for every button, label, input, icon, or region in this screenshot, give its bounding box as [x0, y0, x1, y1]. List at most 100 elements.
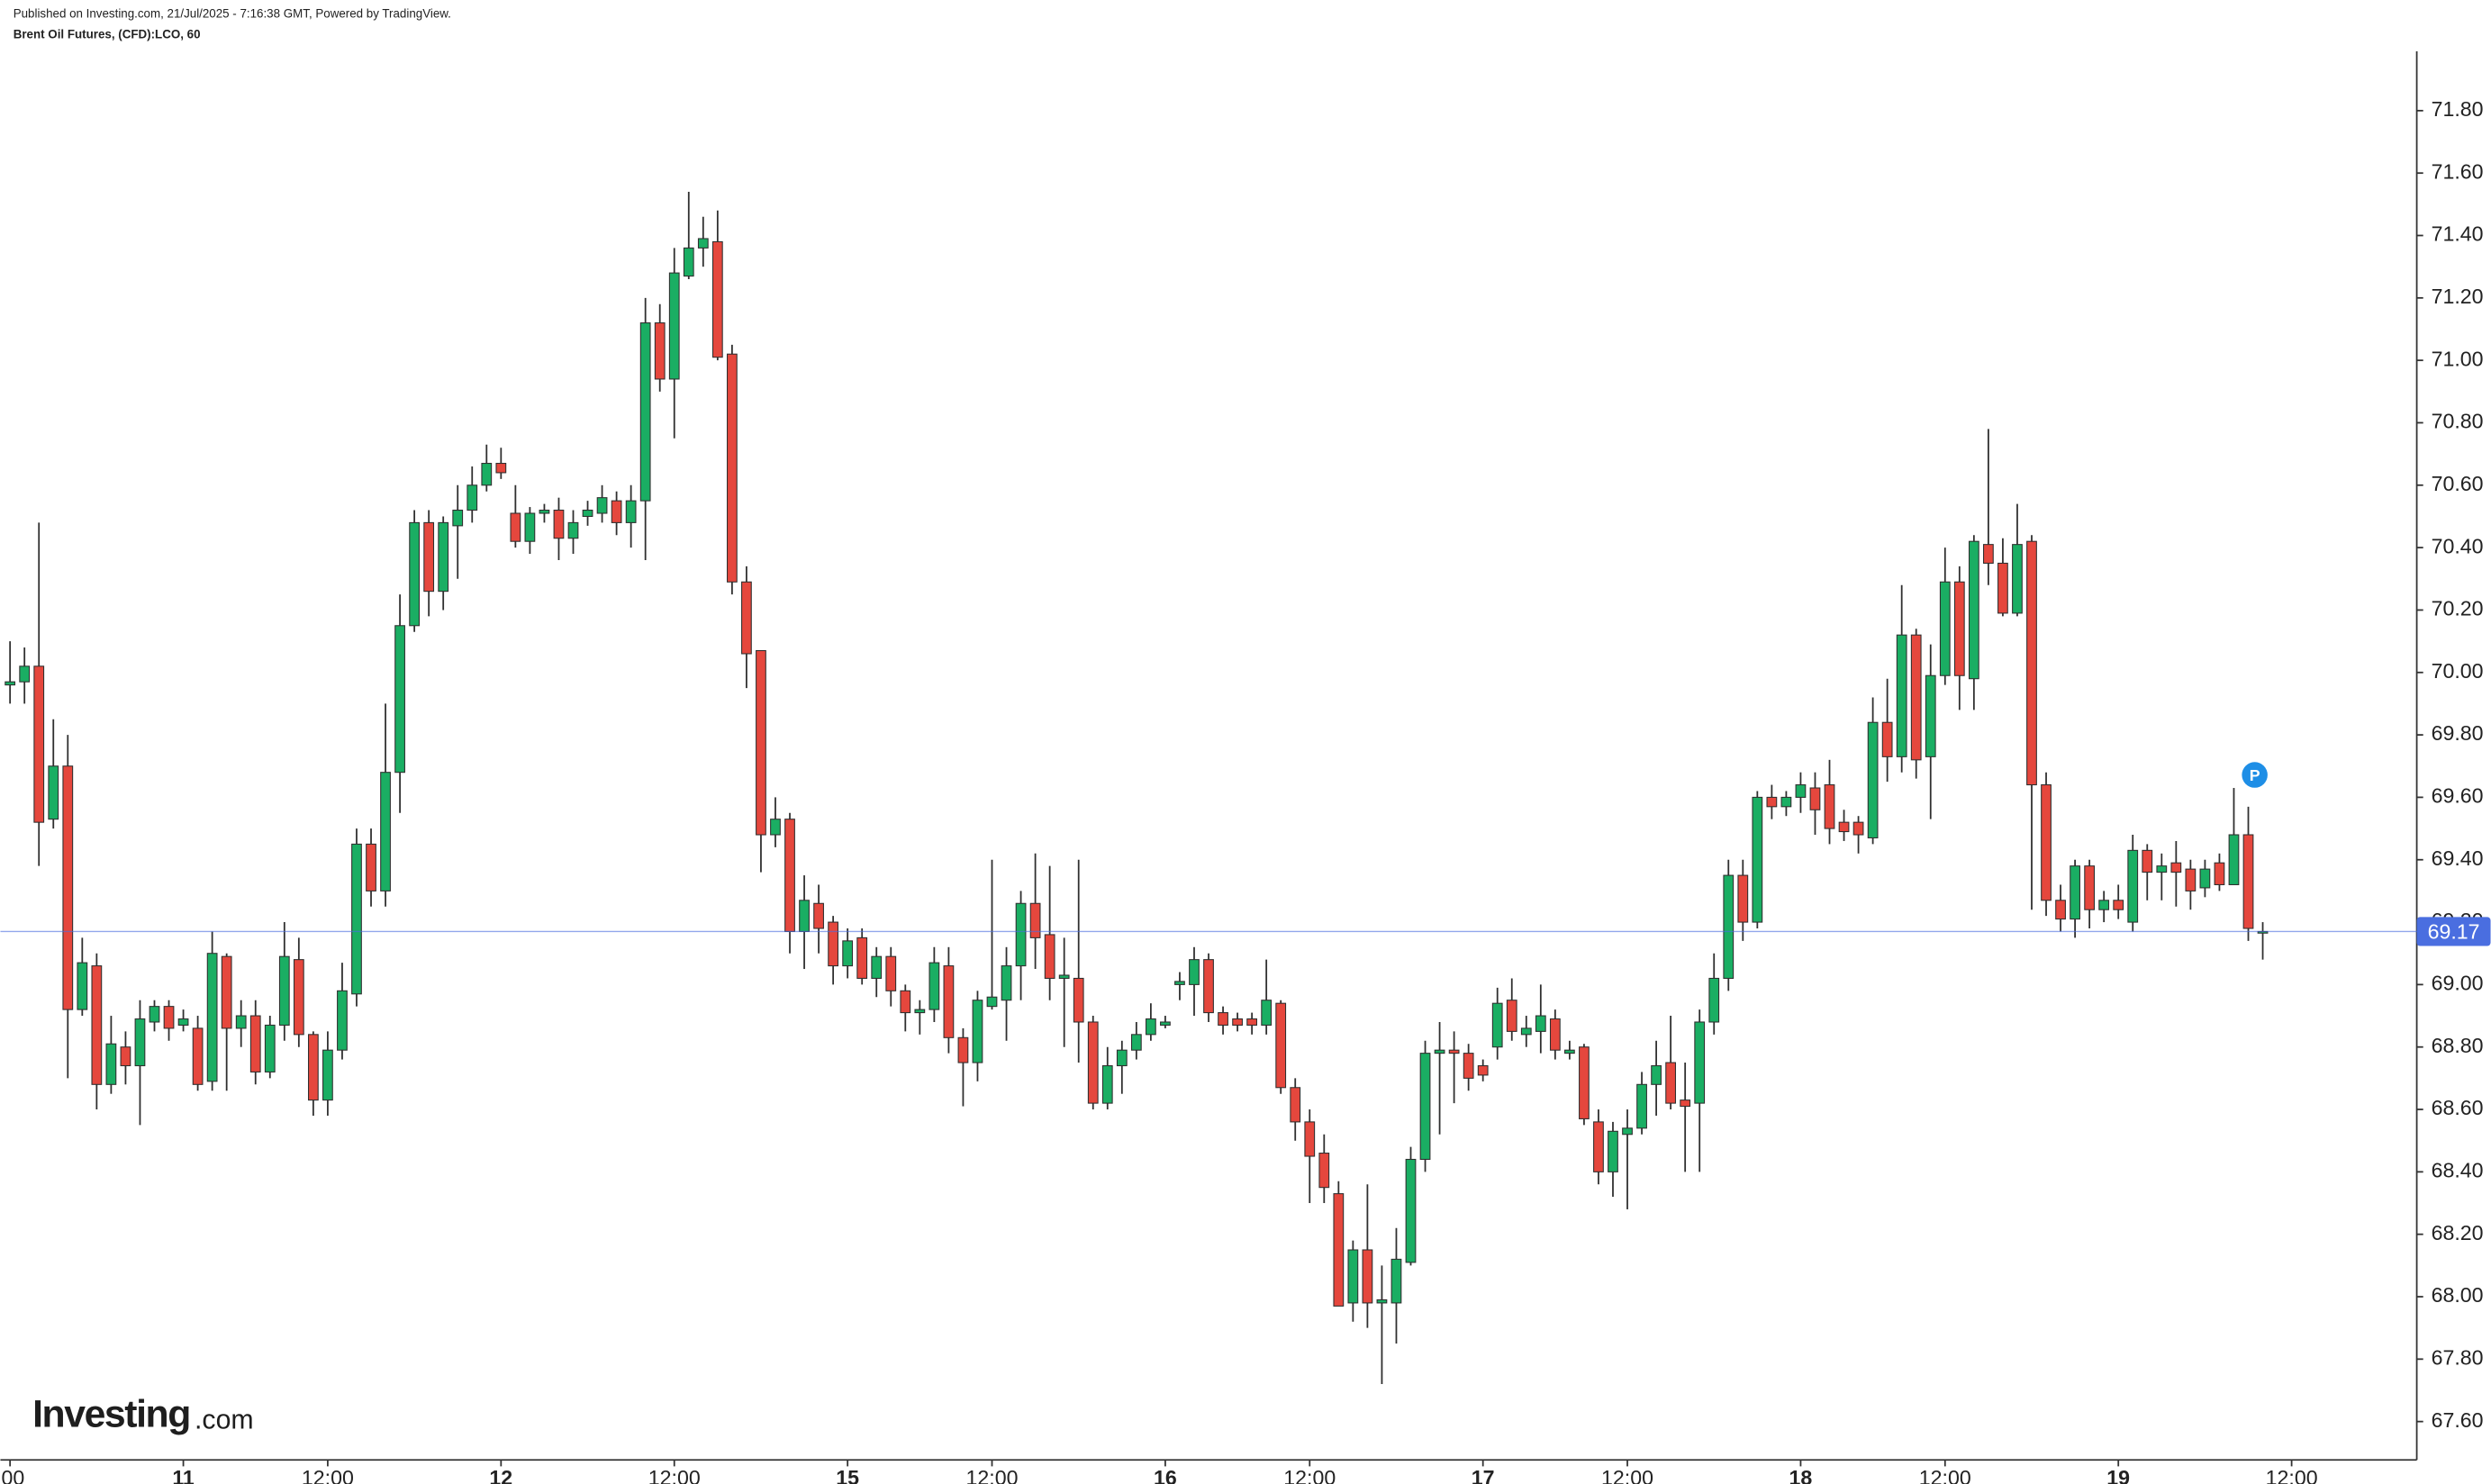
candle-body: [539, 509, 550, 514]
candle-body: [553, 509, 565, 539]
candle-body: [1939, 581, 1951, 676]
candle-body: [828, 921, 839, 967]
candle-body: [1275, 1002, 1287, 1089]
candle-body: [654, 322, 666, 380]
y-tick-label: 68.40: [2432, 1158, 2484, 1181]
candle-body: [293, 959, 304, 1036]
y-tick-label: 68.60: [2432, 1096, 2484, 1119]
candle-body: [639, 322, 651, 502]
logo-suffix: .com: [195, 1406, 254, 1435]
candle-body: [668, 272, 680, 380]
candle-body: [77, 962, 88, 1010]
candle-body: [1636, 1083, 1647, 1129]
candle-body: [2185, 868, 2197, 891]
candle-body: [1058, 974, 1070, 979]
candle-body: [1333, 1193, 1345, 1307]
candle-body: [943, 965, 955, 1038]
y-tick-label: 69.80: [2432, 721, 2484, 745]
candle-body: [2142, 849, 2153, 873]
candle-body: [1593, 1121, 1604, 1172]
candle-body: [1824, 784, 1835, 829]
candle-body: [1203, 959, 1214, 1014]
candle-body: [1780, 796, 1792, 808]
x-tick-label: 12:00: [966, 1466, 1019, 1484]
candle-body: [1867, 721, 1879, 839]
candle-body: [885, 955, 897, 991]
candle-body: [1491, 1002, 1503, 1048]
candle-body: [163, 1006, 175, 1029]
candle-body: [366, 843, 376, 891]
candle-body: [1608, 1130, 1618, 1172]
candle-body: [1737, 874, 1749, 923]
x-tick-label: 17: [1472, 1466, 1495, 1484]
y-tick-label: 67.80: [2432, 1345, 2484, 1369]
candle-body: [278, 955, 290, 1026]
candle-body: [856, 937, 868, 979]
candle-body: [1347, 1249, 1359, 1304]
candle-body: [2156, 865, 2168, 873]
candle-body: [1752, 796, 1763, 923]
candle-body: [423, 521, 435, 593]
candle-body: [1362, 1249, 1373, 1304]
candle-body: [1549, 1018, 1561, 1051]
candle-body: [1073, 977, 1084, 1023]
x-tick-label: :00: [0, 1466, 24, 1484]
candle-body: [1087, 1021, 1099, 1104]
candle-body: [105, 1043, 117, 1085]
candle-body: [2070, 865, 2080, 920]
candle-body: [770, 819, 781, 836]
candle-body: [264, 1024, 276, 1072]
candle-body: [1896, 634, 1907, 757]
candle-body: [206, 953, 218, 1082]
y-tick-label: 69.60: [2432, 784, 2484, 808]
candle-body: [2055, 900, 2066, 920]
candle-body: [510, 512, 521, 542]
candle-body: [957, 1036, 969, 1063]
candle-body: [221, 955, 232, 1029]
candle-body: [1694, 1021, 1706, 1104]
candle-body: [1290, 1087, 1301, 1123]
candle-body: [1390, 1258, 1402, 1304]
candle-body: [1520, 1027, 1532, 1036]
candle-body: [62, 765, 74, 1010]
candle-body: [91, 965, 103, 1085]
candle-body: [134, 1018, 146, 1067]
candle-body: [1376, 1298, 1388, 1304]
candle-body: [567, 521, 579, 539]
y-tick-label: 70.00: [2432, 659, 2484, 683]
candle-body: [177, 1018, 189, 1026]
y-tick-label: 71.80: [2432, 97, 2484, 121]
candle-body: [611, 500, 622, 523]
candle-body: [1434, 1049, 1445, 1054]
candle-body: [1622, 1127, 1633, 1136]
candle-body: [1174, 981, 1185, 985]
candle-body: [1968, 540, 1979, 680]
candle-body: [2012, 544, 2023, 614]
candle-body: [1001, 965, 1012, 1001]
last-price-badge: [2416, 917, 2491, 946]
y-tick-label: 68.20: [2432, 1221, 2484, 1244]
candle-body: [1101, 1064, 1113, 1104]
candle-body: [813, 902, 824, 929]
candle-body: [1232, 1018, 1243, 1026]
candle-body: [2098, 900, 2110, 910]
candle-body: [409, 521, 420, 627]
candle-body: [2199, 868, 2211, 889]
candle-body: [5, 681, 16, 686]
candle-body: [1044, 934, 1055, 979]
candle-body: [149, 1006, 160, 1023]
candles: [5, 191, 2269, 1385]
candle-body: [1723, 874, 1735, 979]
x-tick-label: 15: [836, 1466, 859, 1484]
marker-circle: [2242, 762, 2268, 788]
y-tick-label: 70.80: [2432, 410, 2484, 433]
x-tick-label: 19: [2106, 1466, 2130, 1484]
candle-body: [711, 240, 723, 358]
candle-body: [495, 463, 507, 474]
candle-body: [307, 1034, 319, 1101]
x-tick-label: 16: [1154, 1466, 1177, 1484]
candle-body: [2228, 834, 2240, 886]
x-tick-label: 12:00: [302, 1466, 354, 1484]
